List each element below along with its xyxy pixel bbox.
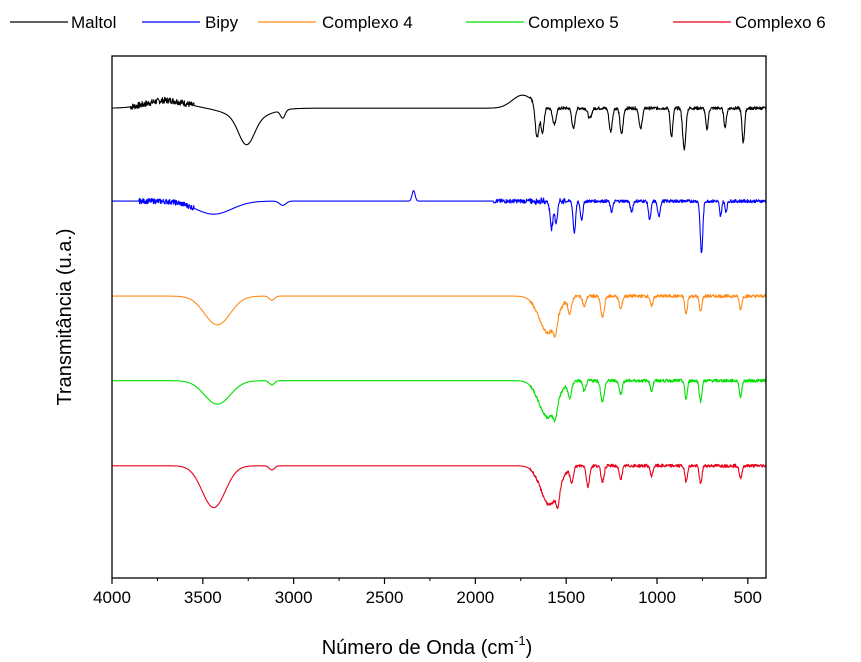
x-tick-label: 2500 [366,588,404,607]
series-line-3 [111,378,767,423]
x-tick-label: 1000 [638,588,676,607]
y-axis-title: Transmitância (u.a.) [54,228,76,405]
legend-label: Complexo 6 [735,13,826,32]
legend-label: Maltol [71,13,116,32]
legend: Maltol Bipy Complexo 4 Complexo 5 Complexo 6 [10,13,826,32]
series-layer [111,94,767,510]
x-tick-label: 500 [734,588,762,607]
series-line-2 [111,294,767,338]
x-tick-label: 4000 [93,588,131,607]
x-axis-ticks: 4000 3500 3000 2500 2000 1500 1000 500 [93,578,762,607]
legend-label: Complexo 4 [322,13,413,32]
plot-frame [111,55,767,579]
x-tick-label: 3500 [184,588,222,607]
x-tick-label: 3000 [275,588,313,607]
x-tick-label: 1500 [547,588,585,607]
series-line-0 [111,94,767,151]
legend-label: Bipy [205,13,239,32]
series-line-1 [111,190,767,254]
x-tick-label: 2000 [456,588,494,607]
legend-label: Complexo 5 [528,13,619,32]
x-axis-title: Número de Onda (cm-1) [322,633,533,659]
series-line-4 [111,463,767,510]
